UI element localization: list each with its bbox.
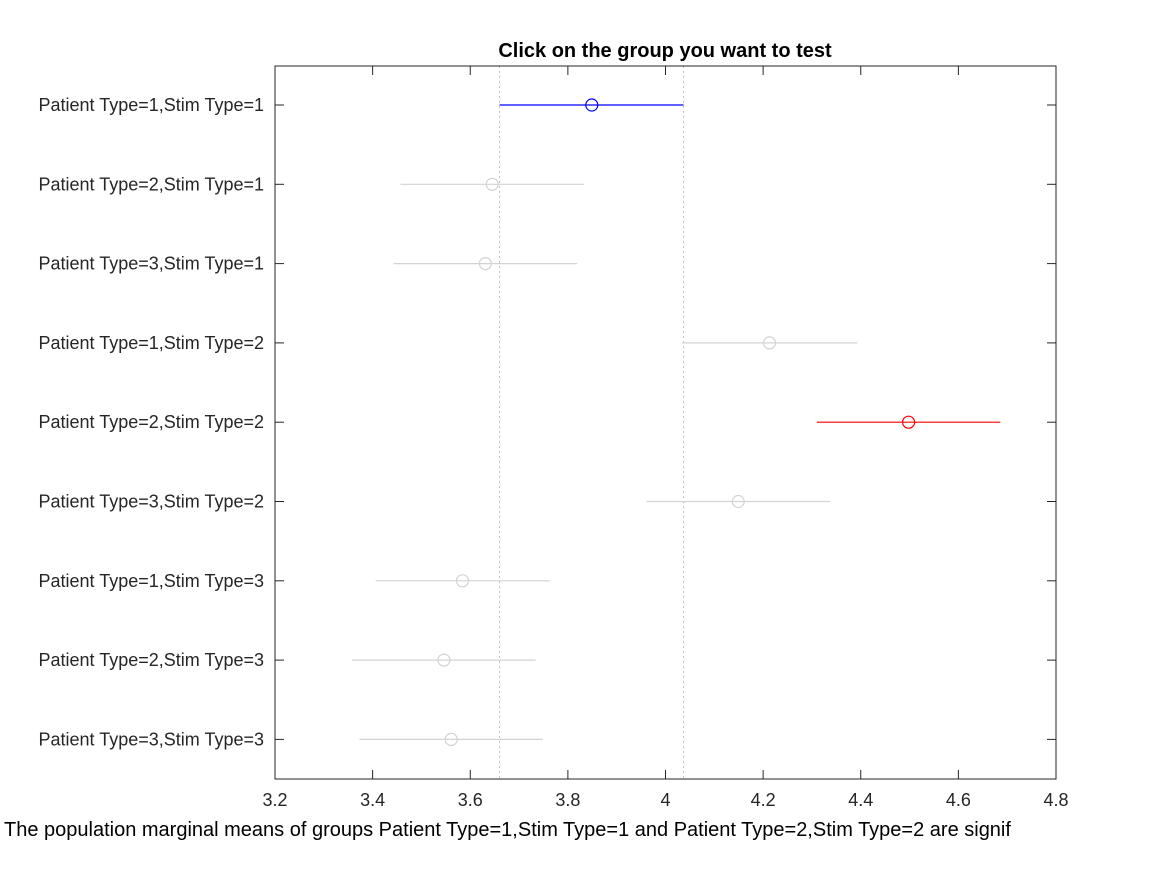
x-tick-label: 4.8	[1043, 790, 1068, 810]
y-tick-label: Patient Type=1,Stim Type=2	[39, 333, 264, 353]
x-tick-label: 3.8	[555, 790, 580, 810]
mean-marker[interactable]	[444, 732, 458, 747]
group-interval[interactable]	[499, 98, 684, 112]
group-interval[interactable]	[393, 257, 578, 271]
y-tick-label: Patient Type=2,Stim Type=2	[39, 412, 264, 432]
x-axis-label: The population marginal means of groups …	[4, 819, 1011, 841]
x-tick-label: 3.4	[360, 790, 385, 810]
x-tick-label: 4.6	[946, 790, 971, 810]
mean-marker[interactable]	[455, 574, 470, 588]
group-interval[interactable]	[375, 574, 550, 588]
x-tick-label: 4.4	[848, 790, 873, 810]
axes	[274, 65, 1057, 780]
reference-lines	[499, 66, 685, 779]
group-interval[interactable]	[646, 494, 830, 509]
x-tick-label: 3.2	[262, 790, 287, 810]
group-intervals	[352, 98, 1001, 747]
mean-marker[interactable]	[731, 494, 745, 509]
chart-title: Click on the group you want to test	[498, 40, 832, 62]
mean-marker[interactable]	[901, 415, 916, 429]
mean-marker[interactable]	[762, 336, 777, 350]
y-tick-label: Patient Type=2,Stim Type=3	[39, 650, 264, 670]
mean-marker[interactable]	[585, 98, 599, 112]
group-interval[interactable]	[359, 732, 543, 747]
mean-marker[interactable]	[485, 177, 499, 191]
y-tick-label: Patient Type=3,Stim Type=1	[39, 254, 264, 274]
y-tick-label: Patient Type=1,Stim Type=1	[39, 95, 264, 115]
y-tick-label: Patient Type=2,Stim Type=1	[39, 174, 264, 194]
mean-marker[interactable]	[437, 653, 451, 667]
mean-marker[interactable]	[478, 257, 492, 271]
y-tick-labels: Patient Type=1,Stim Type=1 Patient Type=2…	[39, 95, 264, 749]
x-tick-label: 3.6	[458, 790, 483, 810]
x-tick-label: 4	[660, 790, 670, 810]
x-tick-label: 4.2	[751, 790, 776, 810]
y-tick-label: Patient Type=3,Stim Type=3	[39, 729, 264, 749]
y-tick-label: Patient Type=3,Stim Type=2	[39, 492, 264, 512]
group-interval[interactable]	[816, 415, 1001, 429]
group-interval[interactable]	[400, 177, 584, 191]
y-tick-label: Patient Type=1,Stim Type=3	[39, 571, 264, 591]
group-interval[interactable]	[352, 653, 536, 667]
group-interval[interactable]	[682, 336, 858, 350]
x-tick-labels: 3.2 3.4 3.6 3.8 4 4.2 4.4 4.6 4.8	[262, 790, 1068, 810]
